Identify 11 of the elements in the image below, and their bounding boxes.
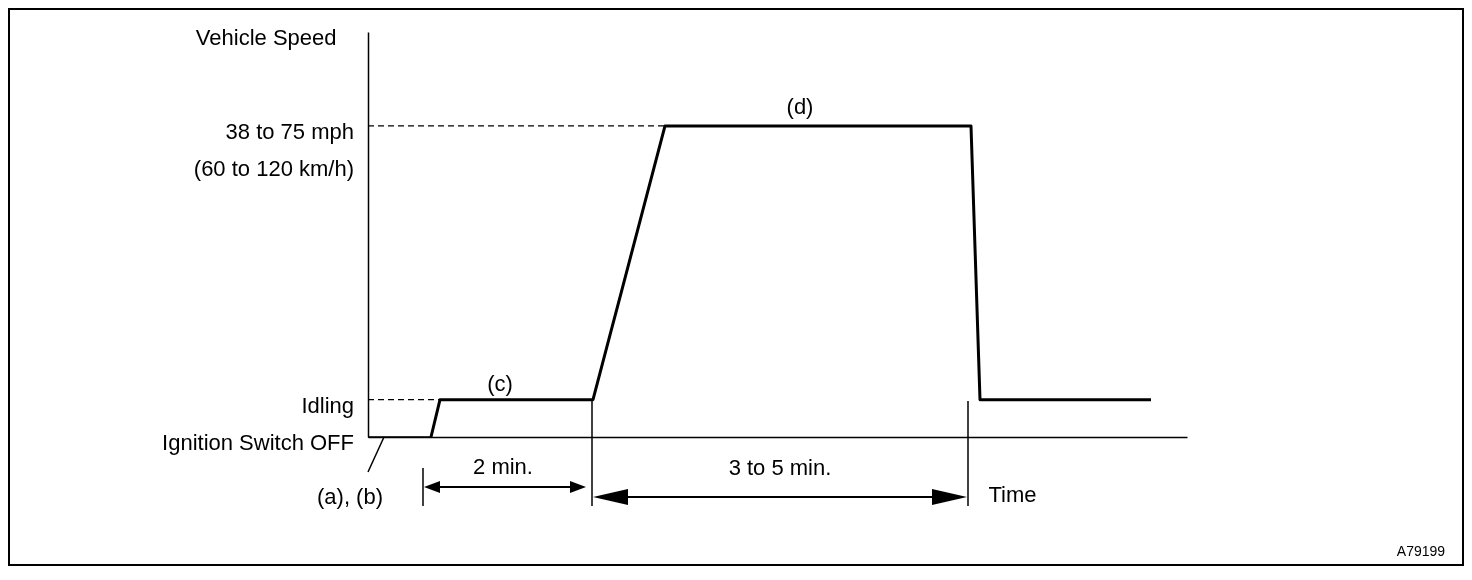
x-axis-title: Time bbox=[988, 481, 1037, 507]
text: (a), (b) bbox=[317, 484, 383, 510]
text: A79199 bbox=[1396, 543, 1446, 559]
ref-line-label: 38 to 75 mph (60 to 120 km/h) bbox=[193, 118, 354, 181]
text: (d) bbox=[786, 94, 814, 120]
text: 2 min. bbox=[473, 454, 533, 480]
y-axis-title: Vehicle Speed bbox=[195, 24, 337, 50]
annotation: (c) bbox=[487, 371, 513, 397]
ref-line-label: Idling bbox=[301, 392, 354, 418]
text: 3 to 5 min. bbox=[728, 455, 832, 481]
ref-line-label: Ignition Switch OFF bbox=[162, 430, 354, 455]
